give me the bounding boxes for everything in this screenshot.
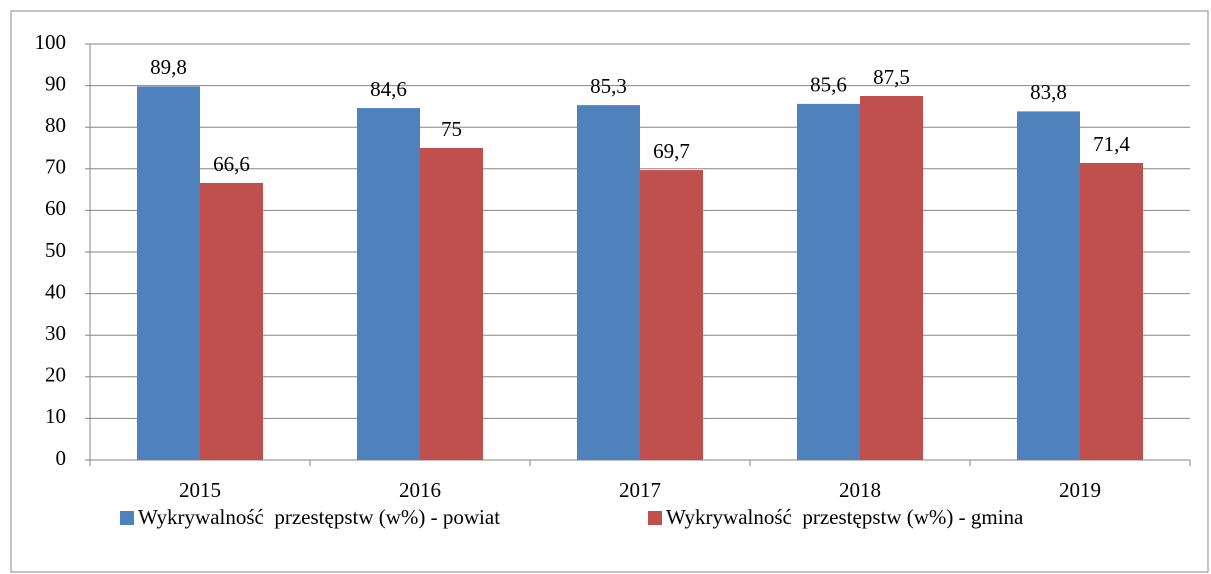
y-tick-label: 60 bbox=[45, 196, 66, 220]
bar bbox=[1017, 111, 1080, 460]
y-tick-label: 30 bbox=[45, 321, 66, 345]
bar bbox=[357, 108, 420, 461]
y-tick-label: 50 bbox=[45, 238, 66, 262]
data-label: 84,6 bbox=[370, 77, 407, 101]
legend-label: Wykrywalność przestępstw (w%) - powiat bbox=[138, 505, 500, 529]
x-tick-label: 2015 bbox=[179, 478, 221, 502]
bar bbox=[640, 170, 703, 460]
y-tick-label: 40 bbox=[45, 279, 66, 303]
x-tick-label: 2017 bbox=[619, 478, 661, 502]
data-label: 71,4 bbox=[1093, 132, 1130, 156]
legend-swatch bbox=[120, 511, 134, 525]
data-label: 69,7 bbox=[653, 139, 690, 163]
x-tick-label: 2016 bbox=[399, 478, 441, 502]
x-tick-label: 2019 bbox=[1059, 478, 1101, 502]
bar bbox=[1080, 162, 1143, 460]
y-tick-label: 20 bbox=[45, 363, 66, 387]
data-label: 75 bbox=[441, 117, 462, 141]
y-tick-label: 70 bbox=[45, 155, 66, 179]
data-label: 66,6 bbox=[213, 152, 250, 176]
data-label: 89,8 bbox=[150, 55, 187, 79]
bar bbox=[797, 103, 860, 461]
y-tick-label: 10 bbox=[45, 404, 66, 428]
data-label: 87,5 bbox=[873, 65, 910, 89]
bar bbox=[860, 96, 923, 460]
y-tick-label: 0 bbox=[56, 446, 67, 470]
y-tick-label: 90 bbox=[45, 71, 66, 95]
bar bbox=[137, 86, 200, 460]
x-tick-label: 2018 bbox=[839, 478, 881, 502]
bar bbox=[200, 182, 263, 460]
bar bbox=[420, 148, 483, 460]
legend-swatch bbox=[648, 511, 662, 525]
y-tick-label: 100 bbox=[35, 30, 67, 54]
data-label: 85,6 bbox=[810, 73, 847, 97]
legend-label: Wykrywalność przestępstw (w%) - gmina bbox=[666, 505, 1024, 529]
data-label: 83,8 bbox=[1030, 80, 1067, 104]
y-tick-label: 80 bbox=[45, 113, 66, 137]
bar bbox=[577, 105, 640, 460]
data-label: 85,3 bbox=[590, 74, 627, 98]
